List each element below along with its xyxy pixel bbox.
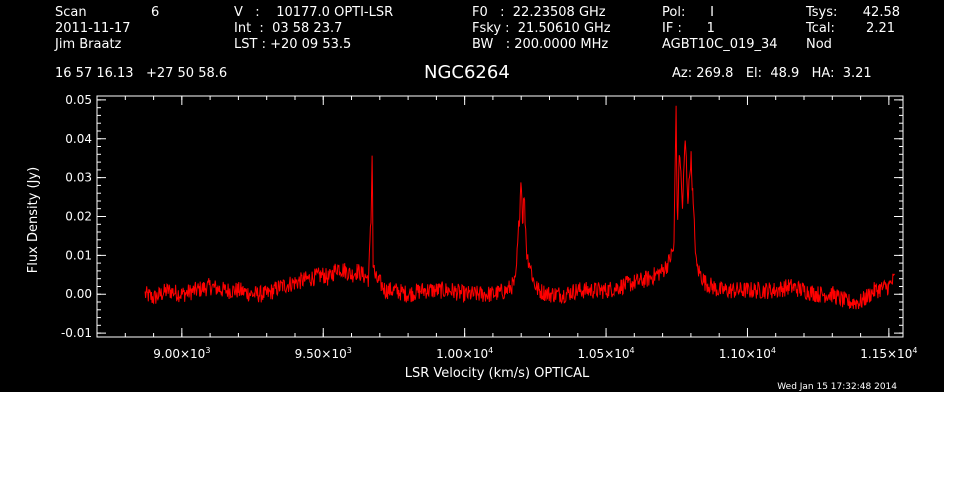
y-tick-label: 0.04 [65,132,92,146]
spectrum-series-line [144,105,895,310]
scan-number: 6 [151,5,160,20]
tsys-value: 42.58 [862,5,900,20]
x-tick-label: 1.05×104 [577,346,634,361]
x-axis-label: LSR Velocity (km/s) OPTICAL [405,366,590,381]
az-el-ha: Az: 269.8 El: 48.9 HA: 3.21 [672,66,872,81]
y-tick-label: 0.05 [65,93,92,107]
sky-frequency: Fsky : 21.50610 GHz [472,21,611,36]
y-tick-label: 0.03 [65,171,92,185]
polarization: Pol: I [662,5,714,20]
source-coordinates: 16 57 16.13 +27 50 58.6 [55,66,228,81]
lst-info: LST : +20 09 53.5 [234,37,352,52]
x-tick-label: 1.10×104 [719,346,776,361]
plot-frame [96,95,904,338]
x-tick-label: 1.15×104 [860,346,917,361]
footer-timestamp: Wed Jan 15 17:32:48 2014 [777,382,897,392]
velocity-info: V : 10177.0 OPTI-LSR [234,5,394,20]
x-tick-label: 9.00×103 [153,346,210,361]
x-tick-label: 9.50×103 [295,346,352,361]
integration-time: Int : 03 58 23.7 [234,21,343,36]
if-number: IF : 1 [662,21,715,36]
y-tick-label: 0.01 [65,248,92,262]
spectrum-chart: Flux Density (Jy) LSR Velocity (km/s) OP… [26,93,917,392]
y-tick-label: 0.00 [65,287,92,301]
y-tick-label: 0.02 [65,210,92,224]
scan-label: Scan [55,5,87,20]
y-axis-label: Flux Density (Jy) [26,167,41,273]
plot-window: Scan 6 2011-11-17 Jim Braatz V : 10177.0… [0,0,944,392]
project-id: AGBT10C_019_34 [662,37,778,52]
tcal-label: Tcal: [806,21,835,36]
y-tick-label: -0.01 [61,326,92,340]
bandwidth: BW : 200.0000 MHz [472,37,609,52]
x-tick-label: 1.00×104 [436,346,493,361]
tcal-value: 2.21 [866,21,895,36]
procedure-name: Nod [806,37,832,52]
source-name: NGC6264 [424,62,510,83]
observer-name: Jim Braatz [55,37,122,52]
rest-frequency: F0 : 22.23508 GHz [472,5,606,20]
obs-date: 2011-11-17 [55,21,131,36]
tsys-label: Tsys: [806,5,838,20]
